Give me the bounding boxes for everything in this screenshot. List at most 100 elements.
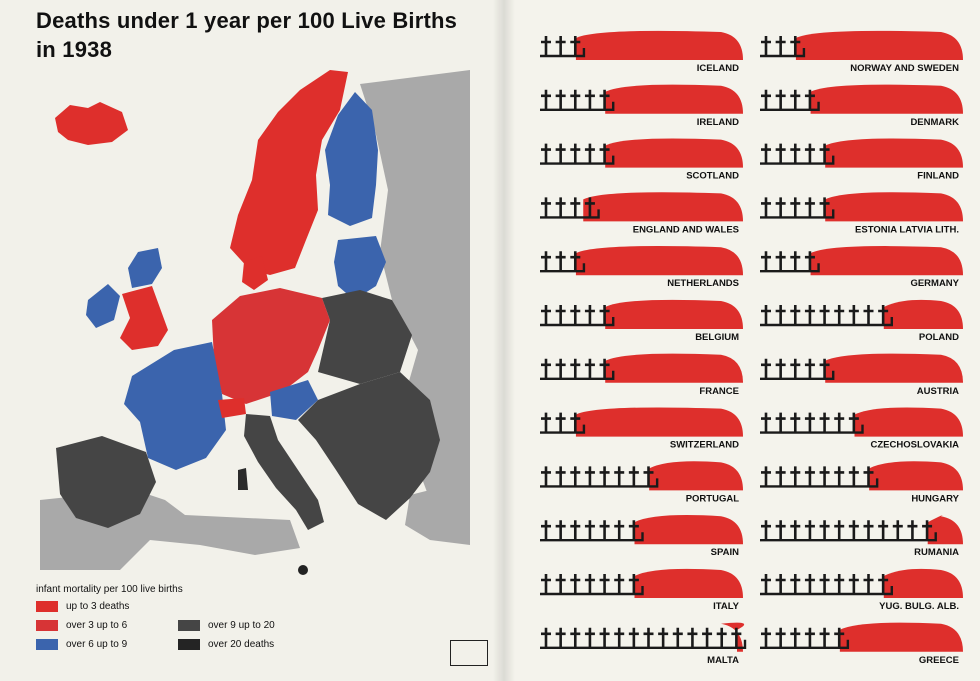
chart-bar: SPAIN [540, 515, 743, 558]
finland [325, 92, 378, 226]
chart-bar: RUMANIA [760, 515, 963, 558]
cross-icon [570, 358, 581, 379]
crowd-fill [605, 353, 743, 383]
country-label: CZECHOSLOVAKIA [871, 440, 960, 451]
cross-icon [584, 466, 595, 487]
cross-icon [834, 520, 845, 541]
malta-dot [298, 565, 308, 575]
chart-bar: POLAND [760, 299, 963, 343]
cross-icon [541, 466, 551, 487]
cross-icon [804, 466, 815, 487]
crowd-fill [575, 407, 743, 437]
baltic-states [334, 236, 386, 300]
cross-icon [775, 627, 786, 648]
cross-icon [775, 89, 786, 110]
cross-base [540, 209, 600, 219]
cross-base [760, 263, 820, 273]
cross-icon [790, 197, 801, 218]
legend-item-over-20: over 20 deaths [178, 639, 274, 650]
cross-icon [716, 627, 727, 648]
cross-icon [541, 36, 551, 56]
poland [318, 290, 412, 384]
cross-icon [570, 574, 581, 594]
cross-icon [804, 143, 815, 164]
page-title: Deaths under 1 year per 100 Live Births … [36, 6, 457, 64]
country-label: ENGLAND AND WALES [633, 224, 739, 235]
cross-icon [790, 574, 801, 594]
chart-bar: NORWAY AND SWEDEN [760, 30, 963, 74]
cross-icon [761, 412, 771, 433]
cross-icon [804, 251, 815, 272]
country-label: HUNGARY [911, 493, 959, 504]
england-wales [120, 286, 168, 350]
cross-icon [804, 89, 815, 110]
cross-icon [819, 574, 830, 594]
chart-bar: GREECE [760, 622, 963, 666]
crowd-fill [605, 138, 743, 168]
cross-icon [584, 305, 595, 325]
cross-icon [819, 358, 830, 379]
country-label: SWITZERLAND [670, 440, 739, 451]
germany [212, 288, 330, 404]
cross-icon [834, 305, 845, 325]
cross-icon [614, 574, 625, 594]
cross-icon [775, 36, 786, 56]
cross-icon [804, 574, 815, 594]
cross-icon [541, 143, 551, 164]
cross-icon [775, 251, 786, 272]
chart-bar: YUG. BULG. ALB. [760, 568, 963, 612]
country-label: GREECE [919, 655, 959, 666]
country-label: ITALY [713, 601, 740, 612]
chart-bar: IRELAND [540, 84, 743, 128]
turkey-region [405, 480, 470, 545]
cross-icon [599, 358, 610, 379]
cross-icon [584, 627, 595, 648]
cross-icon [761, 305, 771, 325]
cross-icon [848, 412, 859, 433]
cross-icon [848, 466, 859, 487]
cross-icon [790, 520, 801, 541]
cross-icon [804, 627, 815, 648]
chart-bar: CZECHOSLOVAKIA [760, 407, 963, 451]
country-label: DENMARK [910, 117, 959, 128]
cross-icon [804, 358, 815, 379]
cross-base [540, 317, 615, 327]
chart-bar: MALTA [540, 622, 747, 666]
cross-base [540, 48, 586, 58]
crowd-fill [605, 84, 743, 114]
cross-icon [555, 89, 566, 110]
cross-base [540, 263, 586, 273]
cross-icon [702, 627, 713, 648]
cross-icon [599, 89, 610, 110]
cross-icon [555, 358, 566, 379]
cross-base [540, 370, 615, 380]
chart-bar: FRANCE [540, 353, 743, 397]
cross-base [760, 209, 835, 219]
cross-base [760, 478, 879, 488]
legend-item-6-to-9: over 6 up to 9 [36, 639, 127, 650]
chart-bar: GERMANY [760, 246, 963, 289]
cross-icon [804, 520, 815, 541]
iberia [56, 436, 156, 528]
map-legend: infant mortality per 100 live births [36, 584, 276, 600]
cross-icon [775, 574, 786, 594]
cross-icon [775, 466, 786, 487]
cross-icon [599, 520, 610, 541]
crowd-fill [583, 192, 743, 222]
cross-icon [907, 520, 918, 541]
cross-icon [790, 412, 801, 433]
cross-icon [863, 466, 874, 487]
crowd-fill [825, 138, 963, 168]
chart-bar: BELGIUM [540, 299, 743, 343]
book-gutter [493, 0, 515, 681]
cross-icon [570, 466, 581, 487]
cross-icon [804, 197, 815, 218]
cross-icon [804, 412, 815, 433]
legend-item-up-to-3: up to 3 deaths [36, 601, 129, 612]
country-label: PORTUGAL [686, 493, 740, 504]
cross-icon [555, 627, 566, 648]
cross-icon [804, 305, 815, 325]
cross-icon [614, 627, 625, 648]
cross-icon [643, 466, 654, 487]
country-label: ICELAND [697, 63, 739, 74]
